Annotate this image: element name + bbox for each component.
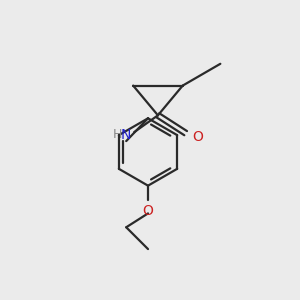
Text: O: O	[142, 205, 154, 218]
Text: O: O	[193, 130, 203, 144]
Text: N: N	[121, 128, 131, 142]
Text: H: H	[113, 128, 122, 141]
